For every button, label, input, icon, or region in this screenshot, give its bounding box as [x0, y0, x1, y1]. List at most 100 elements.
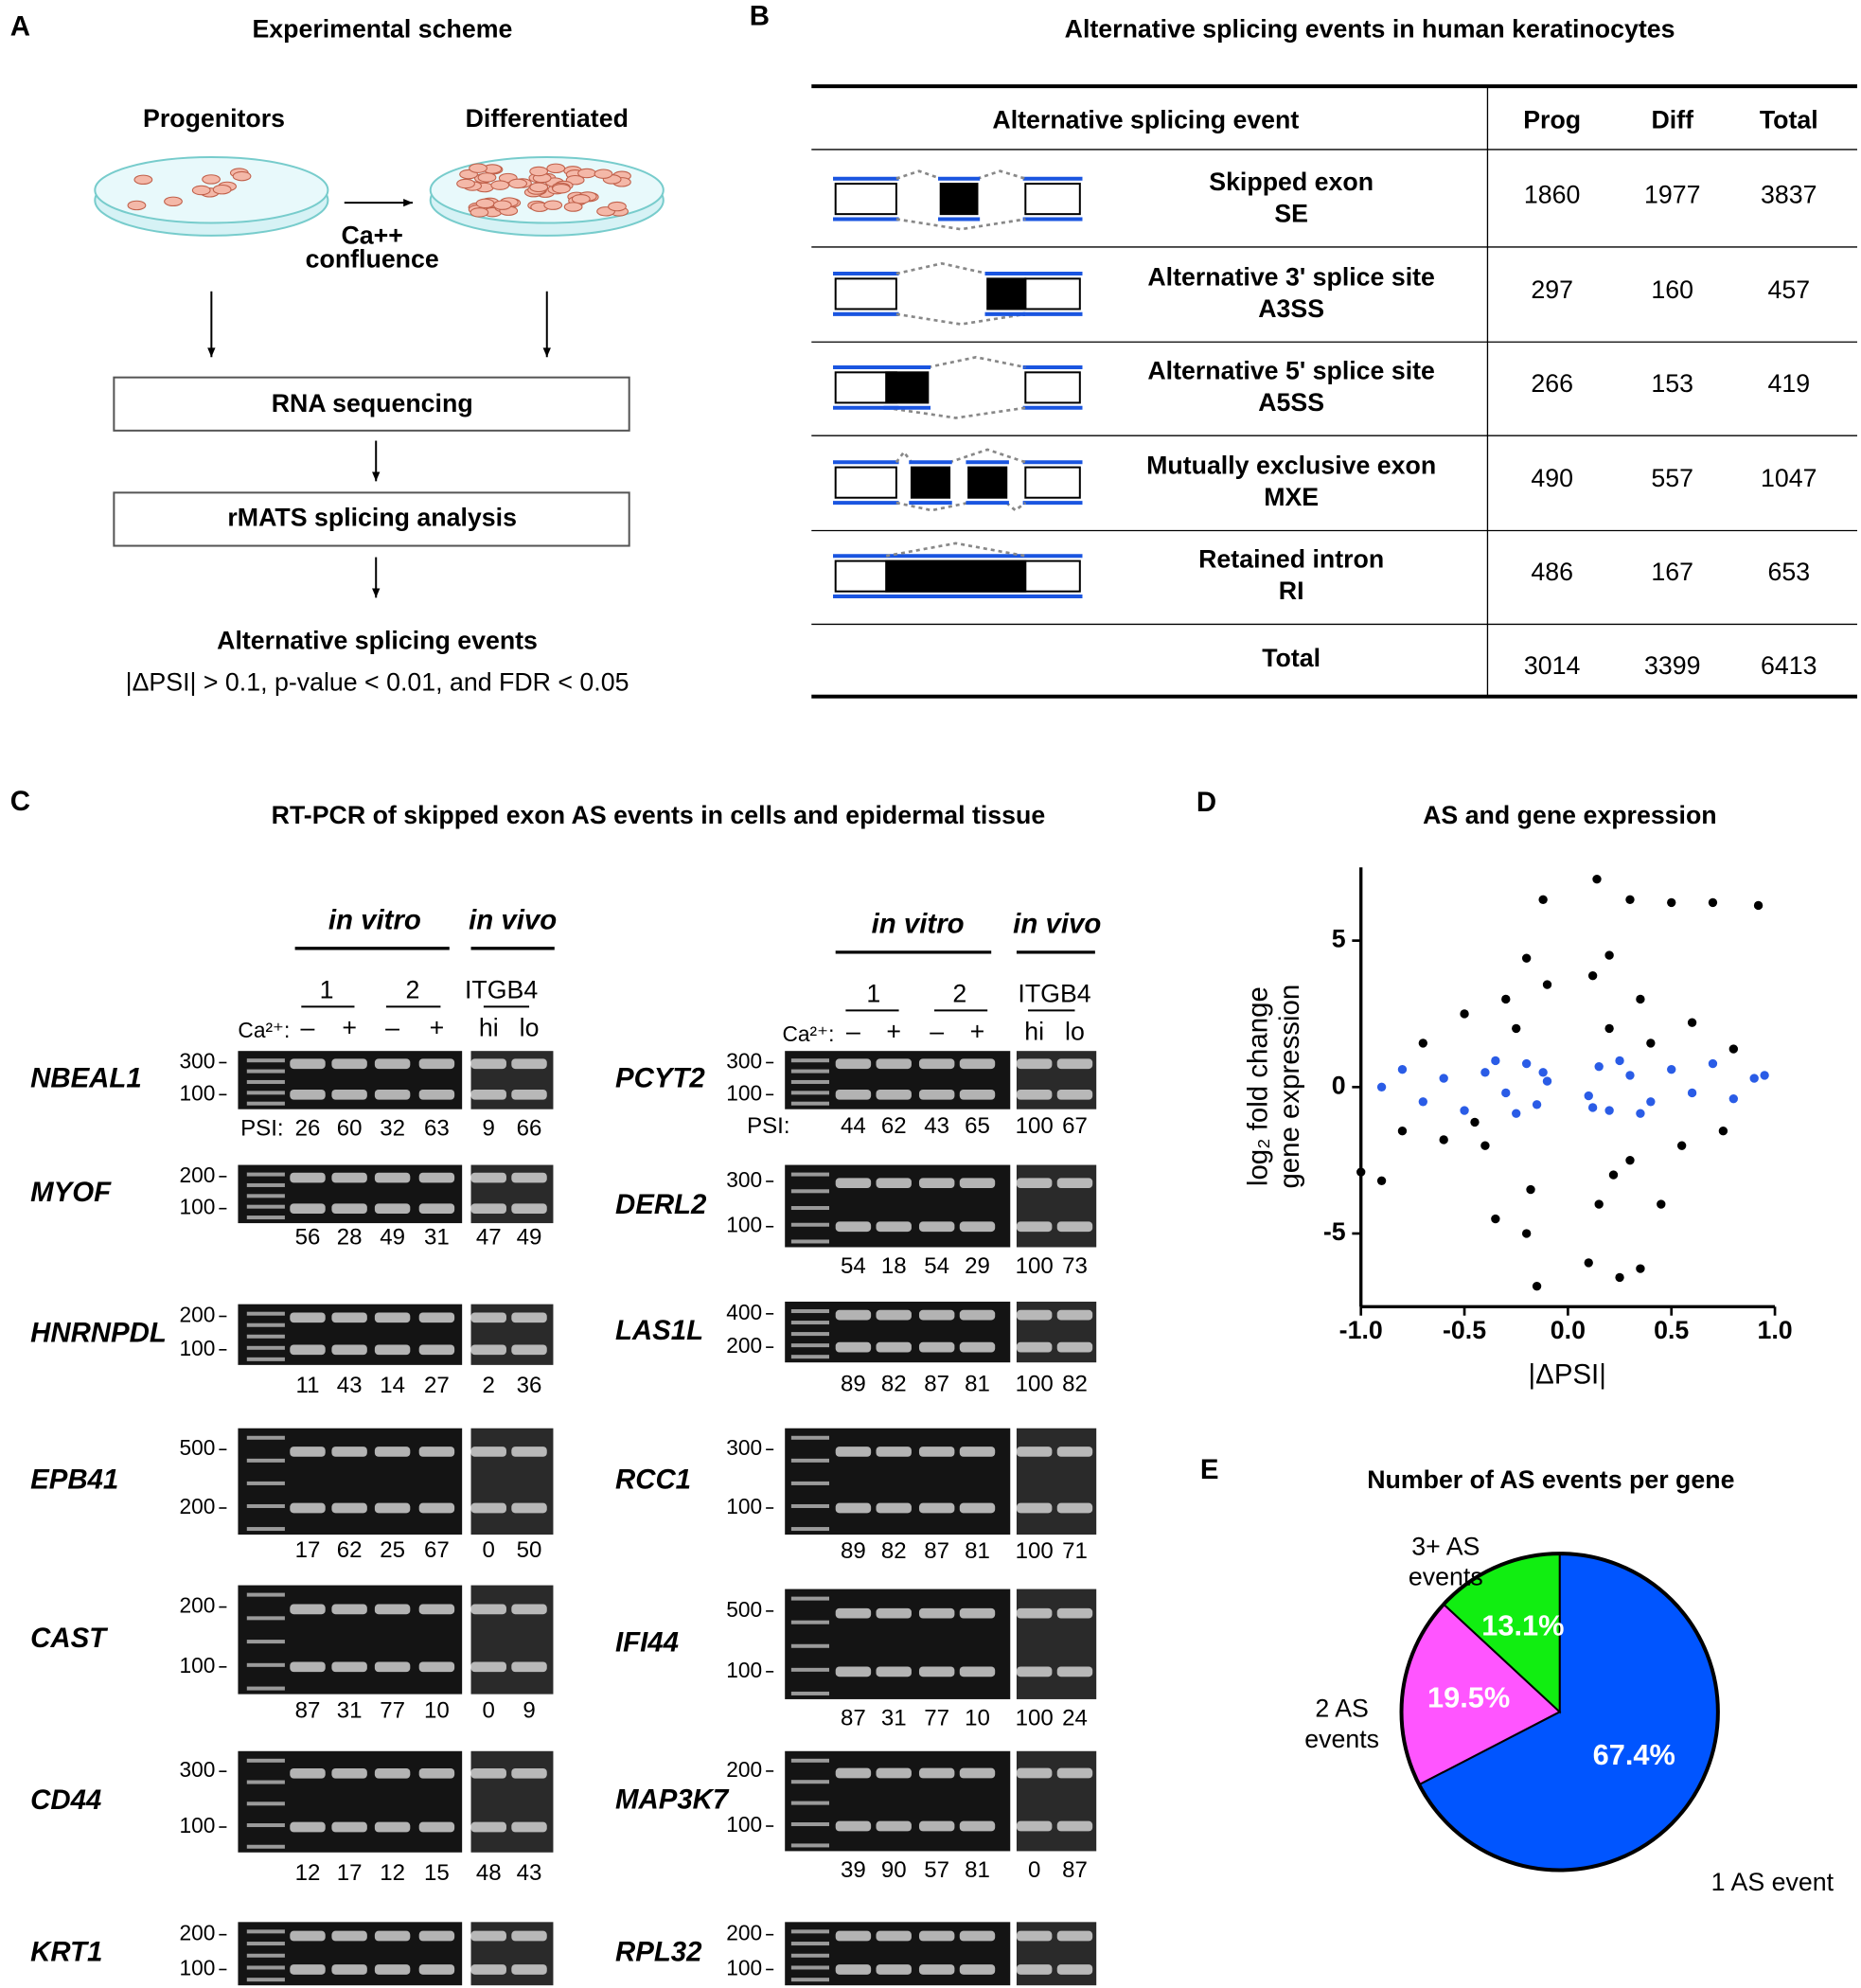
band [835, 1930, 872, 1942]
band [331, 1447, 367, 1457]
ladder-band [790, 1079, 830, 1084]
band [918, 1964, 955, 1975]
point [1615, 1056, 1624, 1066]
cell [470, 207, 489, 218]
band [511, 1930, 547, 1942]
label: Mutually exclusive exon [1146, 452, 1436, 480]
band [918, 1666, 955, 1677]
ladder-band [246, 1662, 285, 1667]
cell [594, 169, 613, 179]
ladder-band [790, 1458, 830, 1463]
band [959, 1341, 996, 1353]
band [918, 1221, 955, 1233]
cell [608, 201, 627, 212]
label: ITGB4 [465, 975, 538, 1003]
ladder-band [790, 1069, 830, 1074]
point [1501, 1088, 1511, 1098]
cell [546, 163, 566, 174]
ladder-band [246, 1322, 285, 1327]
label: confluence [306, 245, 439, 274]
label: 63 [424, 1115, 450, 1141]
label: 300 [726, 1435, 762, 1460]
ladder-band [246, 1182, 285, 1187]
cell [490, 180, 510, 190]
label: Alternative 5' splice site [1147, 356, 1435, 384]
band [918, 1178, 955, 1189]
band [290, 1203, 326, 1215]
band [418, 1930, 455, 1942]
point [1636, 1264, 1645, 1273]
label: – [846, 1018, 860, 1046]
label: Skipped exon [1209, 168, 1374, 196]
band [418, 1502, 455, 1514]
label: 49 [517, 1224, 542, 1250]
cell [577, 168, 596, 179]
ladder-band [246, 1079, 285, 1084]
band [331, 1172, 367, 1183]
label: Total [1760, 106, 1818, 134]
junction [895, 448, 1026, 464]
label: Ca++ [341, 221, 402, 249]
band [1056, 1341, 1093, 1353]
point [1753, 900, 1764, 911]
band [374, 1312, 411, 1323]
ladder-band [246, 1640, 285, 1644]
label: 71 [1062, 1538, 1088, 1564]
label: 81 [965, 1538, 990, 1564]
band [418, 1821, 455, 1833]
band [959, 1820, 996, 1832]
ladder-band [246, 1965, 285, 1970]
band [511, 1502, 547, 1514]
band [959, 1178, 996, 1189]
band [290, 1089, 326, 1100]
ladder-band [790, 1620, 830, 1624]
exon [834, 466, 897, 499]
band [290, 1447, 326, 1457]
gel [1016, 1428, 1097, 1535]
band [1016, 1341, 1053, 1353]
band [331, 1604, 367, 1615]
point [1521, 1058, 1532, 1069]
band [290, 1312, 326, 1323]
band [1056, 1502, 1093, 1514]
label: Retained intron [1198, 545, 1384, 574]
label: EPB41 [30, 1464, 118, 1496]
cell [552, 184, 571, 194]
band [290, 1502, 326, 1514]
label: 0 [1028, 1857, 1040, 1883]
ladder-band [246, 1942, 285, 1946]
label: 557 [1651, 464, 1693, 492]
band [876, 1447, 912, 1457]
point [1615, 1272, 1624, 1283]
label: 100 [179, 1955, 215, 1979]
point [1587, 971, 1598, 981]
label: 14 [380, 1373, 405, 1398]
cell [212, 184, 232, 195]
band [290, 1344, 326, 1356]
label: 100 [1016, 1372, 1054, 1397]
label: 25 [380, 1537, 405, 1563]
label: in vitro [328, 905, 421, 936]
label: 457 [1767, 275, 1810, 304]
label: |ΔPSI| > 0.1, p-value < 0.01, and FDR < … [126, 667, 629, 696]
ladder-band [790, 1758, 830, 1763]
point [1512, 1023, 1521, 1034]
label: CD44 [30, 1784, 101, 1816]
ladder-band [246, 1503, 285, 1508]
ladder-band [790, 1481, 830, 1485]
band [331, 1058, 367, 1070]
band [1056, 1964, 1093, 1975]
ladder-band [246, 1334, 285, 1339]
cell [133, 174, 153, 186]
band [876, 1309, 912, 1321]
ladder-band [790, 1435, 830, 1440]
label: Prog [1523, 106, 1581, 134]
label: 200 [179, 1494, 215, 1518]
band [835, 1666, 872, 1677]
label: gene expression [1274, 985, 1305, 1189]
ladder-band [246, 1357, 285, 1361]
label: |ΔPSI| [1529, 1359, 1606, 1391]
point [1587, 1103, 1598, 1112]
point [1480, 1068, 1490, 1077]
